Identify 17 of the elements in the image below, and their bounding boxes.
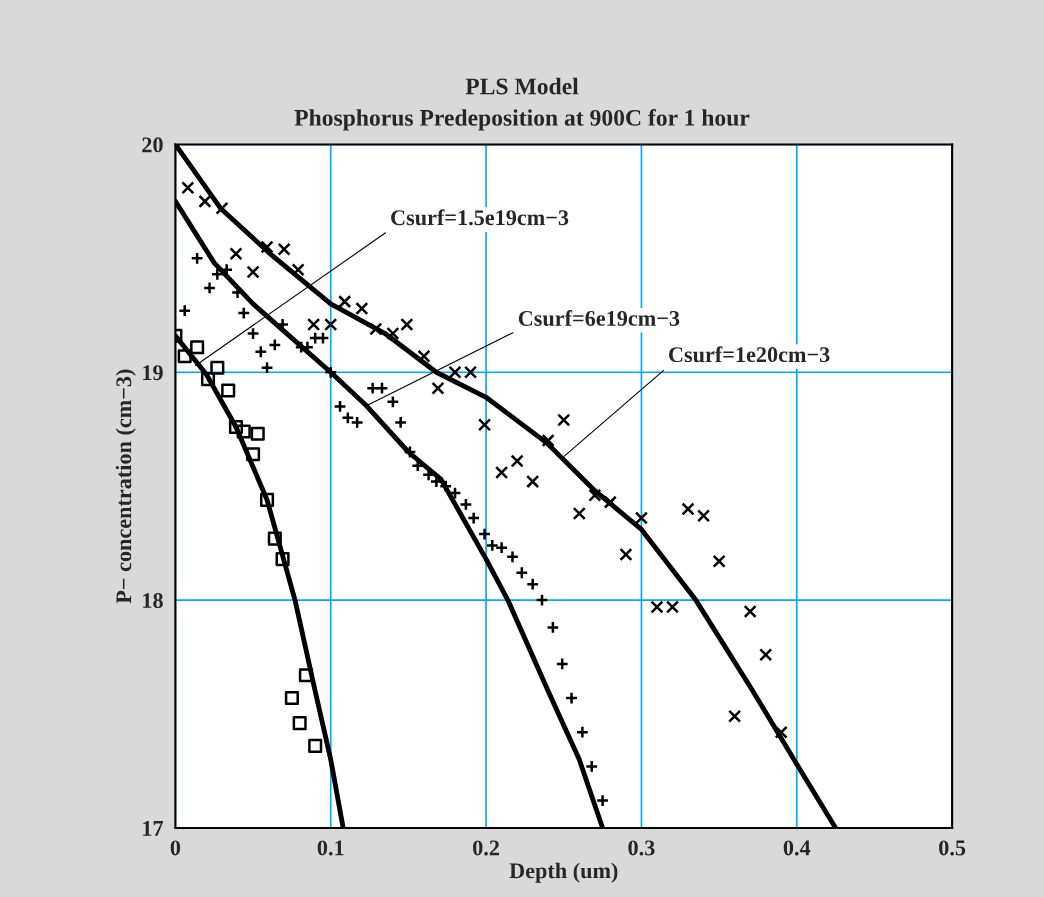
x-tick-label: 0.4 <box>783 840 811 856</box>
annotation: Csurf=6e19cm−3 <box>518 310 680 326</box>
annotation: Csurf=1e20cm−3 <box>669 346 830 363</box>
chart-subtitle: Phosphorus Predeposition at 900C for 1 hour <box>294 108 750 131</box>
x-tick-label: 0.3 <box>628 840 655 856</box>
y-tick-label: 20 <box>142 137 163 153</box>
chart-title: PLS Model <box>465 77 579 95</box>
y-tick-label: 19 <box>143 365 163 381</box>
y-axis-title: P− concentration (cm−3) <box>115 369 136 604</box>
x-tick-label: 0.1 <box>317 840 344 856</box>
y-tick-label: 18 <box>143 593 163 609</box>
x-tick-label: 0 <box>170 840 181 856</box>
x-tick-label: 0.5 <box>939 840 966 856</box>
y-tick-label: 17 <box>143 820 164 836</box>
annotation: Csurf=1.5e19cm−3 <box>391 209 569 226</box>
x-axis-title: Depth (um) <box>509 862 618 883</box>
x-tick-label: 0.2 <box>473 840 500 856</box>
